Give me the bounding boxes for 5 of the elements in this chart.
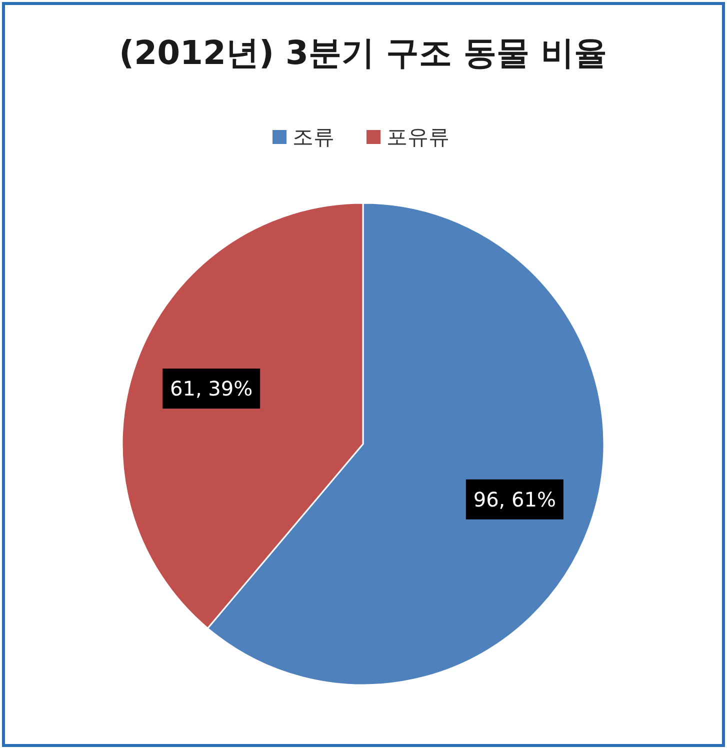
data-label: 61, 39% bbox=[170, 376, 253, 401]
legend-label: 포유류 bbox=[386, 125, 450, 149]
data-label: 96, 61% bbox=[473, 487, 556, 512]
legend-label: 조류 bbox=[292, 125, 334, 149]
chart-title: (2012년) 3분기 구조 동물 비율 bbox=[119, 33, 607, 72]
